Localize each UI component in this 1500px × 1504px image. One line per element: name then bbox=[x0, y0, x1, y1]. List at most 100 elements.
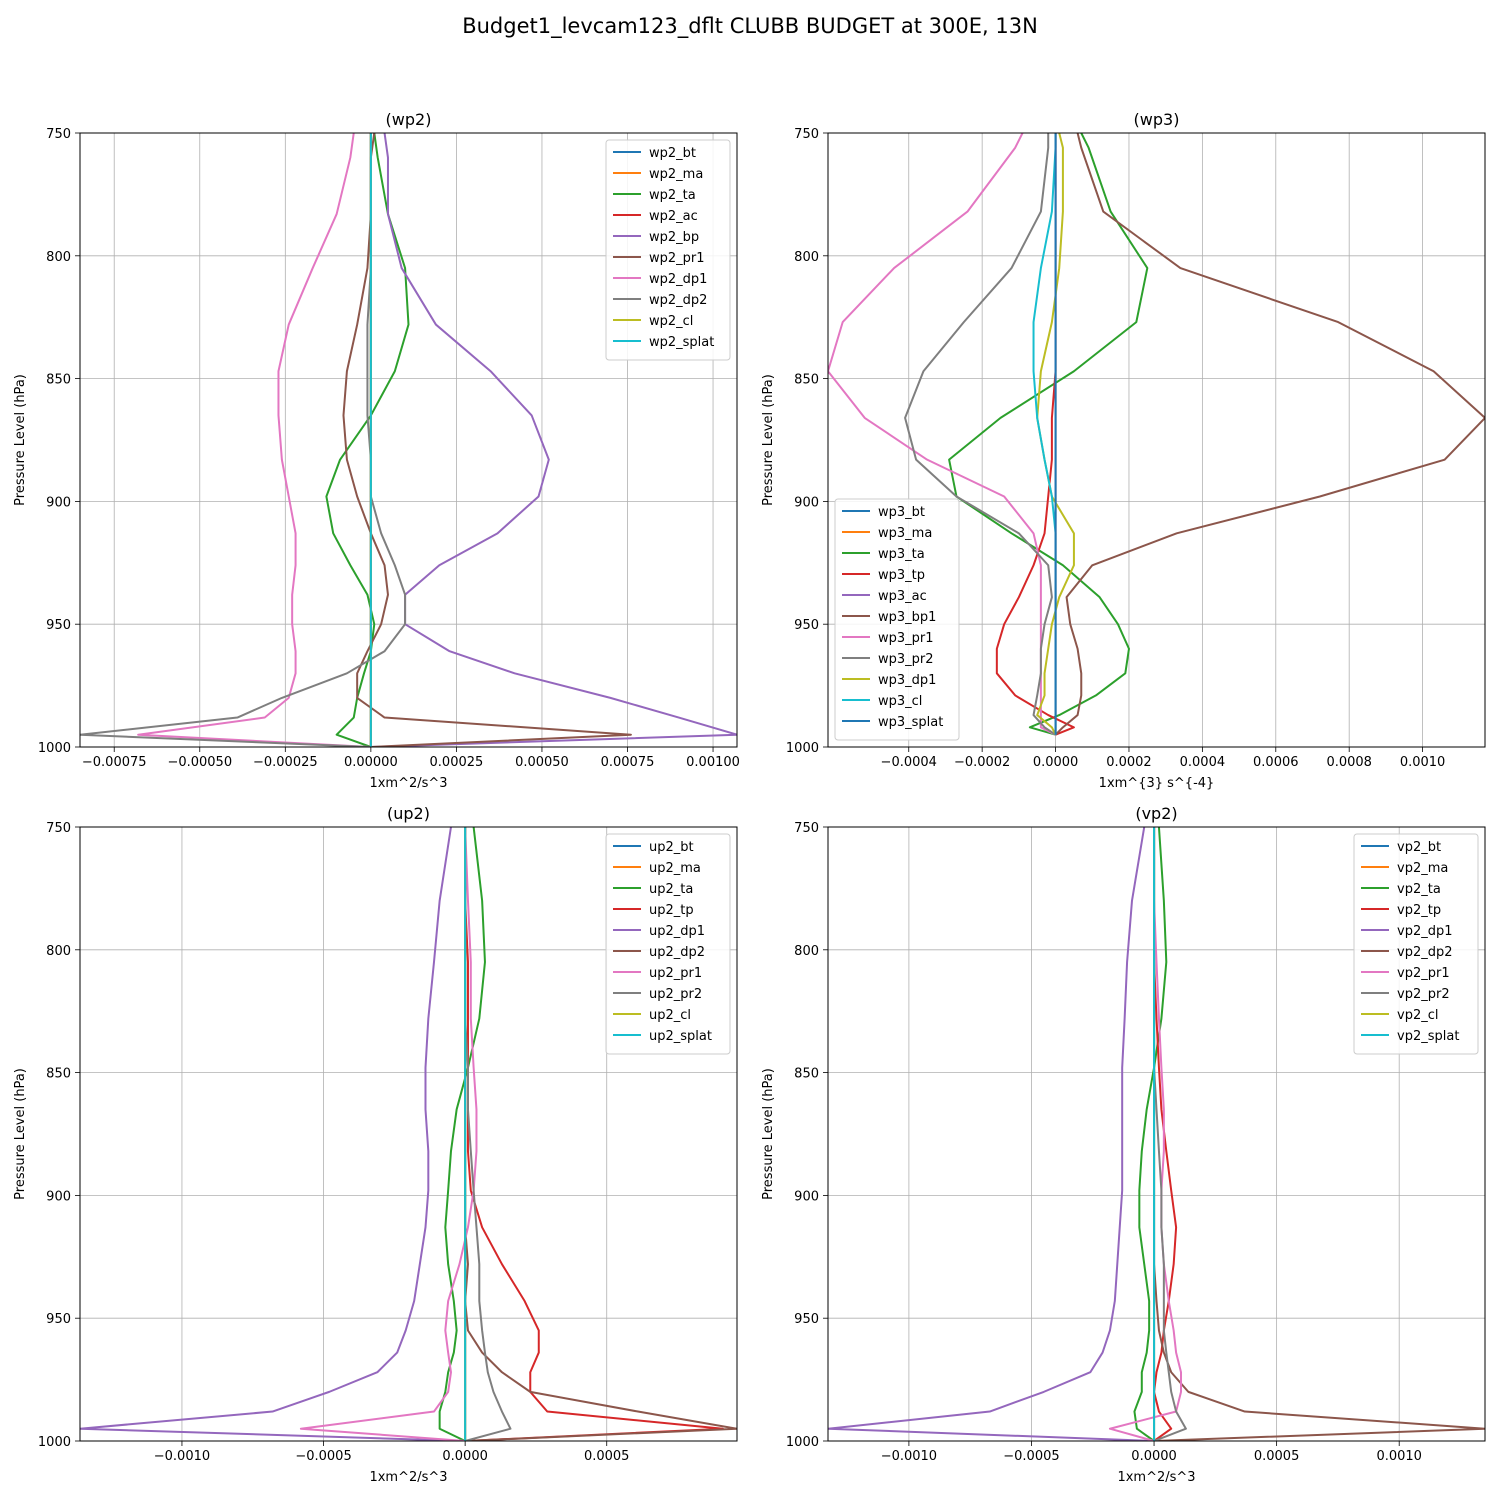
x-tick-label: 0.0000 bbox=[1131, 1449, 1177, 1464]
plot-frame bbox=[79, 132, 738, 748]
x-tick-label: 0.00000 bbox=[344, 755, 398, 770]
series-line-wp3_dp1 bbox=[1036, 133, 1075, 736]
legend-entry: up2_tp bbox=[649, 903, 694, 918]
x-tick-label: 0.0002 bbox=[1106, 755, 1152, 770]
series-line-up2_ta bbox=[438, 827, 486, 1441]
legend-entry: wp2_cl bbox=[649, 314, 693, 329]
y-tick-label: 750 bbox=[46, 127, 71, 142]
series-line-up2_dp1 bbox=[80, 827, 466, 1441]
y-tick-label: 950 bbox=[794, 618, 819, 633]
series-line-wp3_pr1 bbox=[828, 133, 1057, 736]
legend-entry: wp3_ac bbox=[878, 589, 927, 604]
legend-entry: wp2_splat bbox=[649, 335, 714, 350]
legend-entry: wp2_ta bbox=[649, 188, 696, 203]
chart-title: (wp3) bbox=[1134, 110, 1180, 129]
series-group bbox=[80, 133, 737, 747]
y-tick-label: 900 bbox=[794, 1189, 819, 1204]
y-axis-label: Pressure Level (hPa) bbox=[13, 374, 28, 506]
series-line-up2_tp bbox=[464, 827, 724, 1441]
x-tick-label: −0.0005 bbox=[1003, 1449, 1059, 1464]
y-tick-label: 850 bbox=[794, 1067, 819, 1082]
legend-entry: wp3_ta bbox=[878, 547, 925, 562]
y-tick-label: 800 bbox=[794, 944, 819, 959]
legend-entry: wp2_bp bbox=[649, 230, 699, 245]
y-axis-label: Pressure Level (hPa) bbox=[761, 1068, 776, 1200]
x-tick-label: 0.0005 bbox=[584, 1449, 630, 1464]
legend-entry: up2_ta bbox=[649, 882, 693, 897]
legend: vp2_bt vp2_ma vp2_ta vp2_tp vp2_dp1 vp2_dp2vp… bbox=[1353, 833, 1479, 1055]
legend-entry: vp2_cl bbox=[1397, 1008, 1438, 1023]
legend-entry: wp3_pr1 bbox=[878, 631, 934, 646]
chart-title: (wp2) bbox=[386, 110, 432, 129]
x-tick-label: −0.00050 bbox=[167, 755, 232, 770]
x-tick-label: 0.0004 bbox=[1180, 755, 1226, 770]
series-group bbox=[828, 827, 1485, 1441]
series-line-wp3_pr2 bbox=[904, 133, 1057, 736]
legend: wp3_bt wp3_ma wp3_ta wp3_tp wp3_ac wp3_bp1 wp3… bbox=[834, 498, 960, 741]
y-axis-label: Pressure Level (hPa) bbox=[13, 1068, 28, 1200]
x-tick-label: 0.0008 bbox=[1326, 755, 1372, 770]
x-tick-label: 0.00075 bbox=[601, 755, 655, 770]
legend-entry: up2_pr2 bbox=[649, 987, 702, 1002]
series-line-wp2_pr1 bbox=[342, 133, 632, 747]
y-tick-label: 850 bbox=[46, 373, 71, 388]
legend-entry: vp2_dp1 bbox=[1397, 924, 1453, 939]
legend-entry: up2_splat bbox=[649, 1029, 712, 1044]
x-tick-label: −0.0010 bbox=[881, 1449, 937, 1464]
series-line-wp3_bp1 bbox=[1054, 133, 1485, 736]
series-line-wp2_ta bbox=[325, 133, 410, 747]
legend-entry: up2_cl bbox=[649, 1008, 691, 1023]
y-tick-label: 1000 bbox=[786, 1435, 819, 1450]
series-line-vp2_pr1 bbox=[1108, 827, 1183, 1441]
legend-entry: wp2_ac bbox=[649, 209, 698, 224]
legend-entry: wp3_ma bbox=[878, 526, 932, 541]
x-tick-label: 0.00025 bbox=[430, 755, 484, 770]
legend-entry: wp2_dp2 bbox=[649, 293, 707, 308]
y-tick-label: 750 bbox=[794, 127, 819, 142]
legend-entry: vp2_pr2 bbox=[1397, 987, 1450, 1002]
x-tick-label: 0.0010 bbox=[1400, 755, 1446, 770]
y-tick-label: 800 bbox=[46, 944, 71, 959]
series-line-vp2_pr2 bbox=[1153, 827, 1187, 1441]
legend-entry: wp2_dp1 bbox=[649, 272, 707, 287]
x-tick-label: −0.0002 bbox=[954, 755, 1010, 770]
y-tick-label: 1000 bbox=[38, 741, 71, 756]
series-line-vp2_dp1 bbox=[828, 827, 1155, 1441]
legend-entry: wp2_ma bbox=[649, 167, 703, 182]
y-tick-label: 1000 bbox=[38, 1435, 71, 1450]
series-group bbox=[828, 133, 1485, 736]
y-tick-label: 900 bbox=[794, 495, 819, 510]
legend-entry: vp2_tp bbox=[1397, 903, 1441, 918]
y-tick-label: 950 bbox=[794, 1312, 819, 1327]
legend-entry: wp2_pr1 bbox=[649, 251, 705, 266]
y-tick-label: 950 bbox=[46, 1312, 71, 1327]
x-tick-label: −0.00025 bbox=[253, 755, 318, 770]
y-tick-label: 750 bbox=[794, 821, 819, 836]
y-tick-label: 900 bbox=[46, 1189, 71, 1204]
series-group bbox=[80, 827, 737, 1441]
plot-frame bbox=[79, 826, 738, 1442]
x-tick-label: 0.0010 bbox=[1376, 1449, 1422, 1464]
series-line-up2_pr2 bbox=[464, 827, 512, 1441]
series-line-wp2_dp2 bbox=[80, 133, 407, 747]
chart-title: (up2) bbox=[387, 804, 430, 823]
legend-entry: vp2_dp2 bbox=[1397, 945, 1453, 960]
x-tick-label: 0.00050 bbox=[515, 755, 569, 770]
x-tick-label: −0.00075 bbox=[82, 755, 147, 770]
legend-entry: wp3_cl bbox=[878, 694, 922, 709]
legend-entry: vp2_ma bbox=[1397, 861, 1448, 876]
y-axis-label: Pressure Level (hPa) bbox=[761, 374, 776, 506]
legend-entry: vp2_splat bbox=[1397, 1029, 1459, 1044]
y-tick-label: 800 bbox=[46, 250, 71, 265]
legend-entry: wp2_bt bbox=[649, 146, 696, 161]
x-tick-label: 0.00100 bbox=[686, 755, 740, 770]
y-tick-label: 850 bbox=[46, 1067, 71, 1082]
legend: up2_bt up2_ma up2_ta up2_tp up2_dp1 up2_dp2up… bbox=[605, 833, 731, 1055]
chart-panel-up2: −0.0010 −0.0005 0.0000 0.0005 750 800 850 900 95… bbox=[13, 804, 738, 1485]
x-axis-label: 1xm^2/s^3 bbox=[1117, 1470, 1195, 1485]
x-tick-label: −0.0004 bbox=[881, 755, 937, 770]
y-tick-label: 850 bbox=[794, 373, 819, 388]
legend-entry: up2_dp1 bbox=[649, 924, 705, 939]
